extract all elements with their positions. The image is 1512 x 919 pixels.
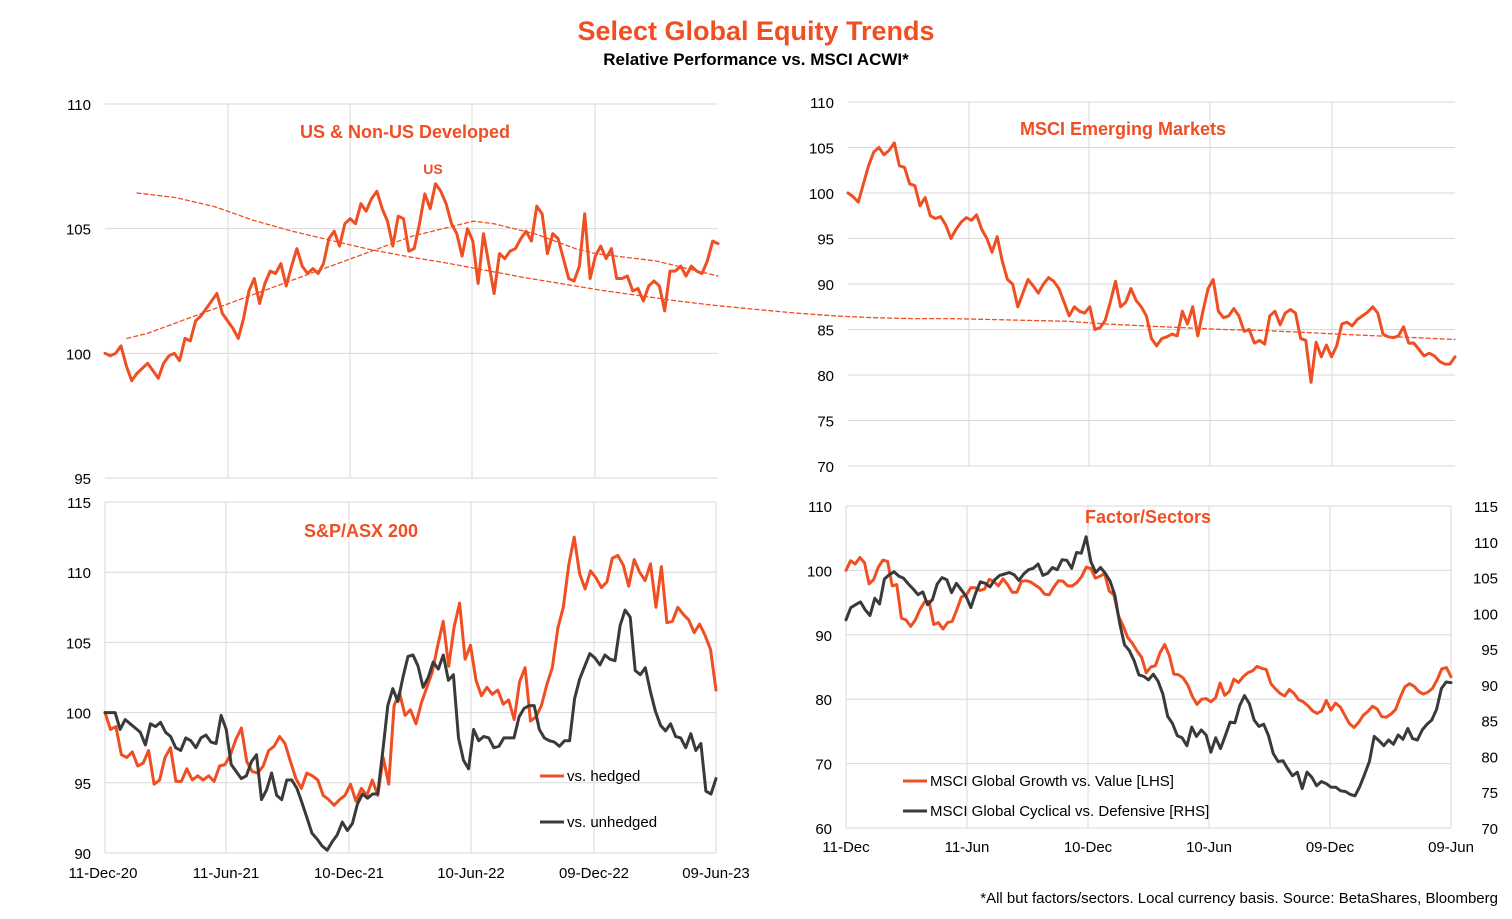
legend-label: MSCI Global Growth vs. Value [LHS] xyxy=(930,773,1174,790)
y-tick-label: 95 xyxy=(817,232,834,249)
x-tick-label: 11-Jun-21 xyxy=(193,865,259,882)
x-tick-label: 09-Jun xyxy=(1428,839,1474,856)
y2-tick-label: 75 xyxy=(1481,785,1498,802)
series-line-msci-global-cyclical-vs-defensive-rhs xyxy=(844,535,1453,798)
y-tick-label: 70 xyxy=(817,459,834,476)
y-tick-label: 105 xyxy=(66,222,91,239)
x-tick-label: 10-Dec-21 xyxy=(314,865,384,882)
y2-tick-label: 85 xyxy=(1481,714,1498,731)
y2-tick-label: 80 xyxy=(1481,749,1498,766)
y-tick-label: 60 xyxy=(815,821,832,838)
y-tick-label: 110 xyxy=(67,97,91,114)
y-tick-label: 100 xyxy=(66,346,91,363)
y2-tick-label: 100 xyxy=(1473,606,1498,623)
panel-us-developed: 95 100 105 110 US & Non-US Developed US xyxy=(66,97,720,488)
x-tick-label: 11-Jun xyxy=(945,839,990,856)
y-tick-label: 100 xyxy=(66,706,91,723)
y-tick-label: 110 xyxy=(810,95,834,112)
y2-tick-label: 95 xyxy=(1481,642,1498,659)
legend-label: vs. hedged xyxy=(567,768,640,785)
panel-title: S&P/ASX 200 xyxy=(304,521,418,541)
y-tick-label: 105 xyxy=(809,141,834,158)
y-tick-label: 100 xyxy=(809,186,834,203)
x-tick-label: 09-Dec xyxy=(1306,839,1355,856)
panel-asx-200: 90 95 100 105 110 115 11-Dec-20 11-Jun-21 10-Dec… xyxy=(66,495,750,882)
chart-title: Select Global Equity Trends xyxy=(577,16,935,46)
x-tick-label: 10-Jun-22 xyxy=(437,865,505,882)
x-tick-label: 09-Jun-23 xyxy=(682,865,750,882)
series-line-us xyxy=(103,182,720,383)
y-tick-label: 105 xyxy=(66,635,91,652)
y-tick-label: 70 xyxy=(815,757,832,774)
y-tick-label: 90 xyxy=(817,277,834,294)
y2-tick-label: 115 xyxy=(1474,499,1498,516)
series-line-moving-average xyxy=(136,192,1456,341)
series-line-vs-hedged xyxy=(103,535,718,807)
panel-factor-sectors: 60 70 80 90 100 110 70 75 80 85 90 95 100 105 110 115 11… xyxy=(807,499,1498,856)
panel-title: Factor/Sectors xyxy=(1085,507,1211,527)
y-tick-label: 110 xyxy=(808,499,832,516)
panel-emerging-markets: 70 75 80 85 90 95 100 105 110 MSCI Emerging Marke… xyxy=(136,95,1457,476)
chart-subtitle: Relative Performance vs. MSCI ACWI* xyxy=(603,50,909,69)
y-tick-label: 80 xyxy=(815,692,832,709)
series-line-vs-unhedged xyxy=(103,608,718,852)
y2-tick-label: 90 xyxy=(1481,678,1498,695)
x-tick-label: 09-Dec-22 xyxy=(559,865,629,882)
y-tick-label: 100 xyxy=(807,563,832,580)
y-tick-label: 85 xyxy=(817,323,834,340)
y2-tick-label: 110 xyxy=(1474,535,1498,552)
y-tick-label: 115 xyxy=(67,495,91,512)
y-tick-label: 80 xyxy=(817,368,834,385)
x-tick-label: 11-Dec xyxy=(822,839,870,856)
x-tick-label: 10-Dec xyxy=(1064,839,1113,856)
y-tick-label: 90 xyxy=(815,628,832,645)
y-tick-label: 90 xyxy=(74,846,91,863)
y-tick-label: 75 xyxy=(817,414,834,431)
panel-title: US & Non-US Developed xyxy=(300,122,510,142)
legend-label: MSCI Global Cyclical vs. Defensive [RHS] xyxy=(930,803,1209,820)
panel-title: MSCI Emerging Markets xyxy=(1020,119,1226,139)
legend-label: vs. unhedged xyxy=(567,814,657,831)
x-tick-label: 10-Jun xyxy=(1186,839,1232,856)
x-tick-label: 11-Dec-20 xyxy=(69,865,138,882)
y-tick-label: 110 xyxy=(67,565,91,582)
series-line-msci-global-growth-vs-value-lhs xyxy=(844,556,1453,729)
y-tick-label: 95 xyxy=(74,471,91,488)
y-tick-label: 95 xyxy=(74,776,91,793)
series-label-us: US xyxy=(423,161,442,177)
series-line-msci-emerging-markets xyxy=(846,141,1457,384)
y2-tick-label: 70 xyxy=(1481,821,1498,838)
y2-tick-label: 105 xyxy=(1473,571,1498,588)
footnote: *All but factors/sectors. Local currency… xyxy=(980,890,1498,907)
